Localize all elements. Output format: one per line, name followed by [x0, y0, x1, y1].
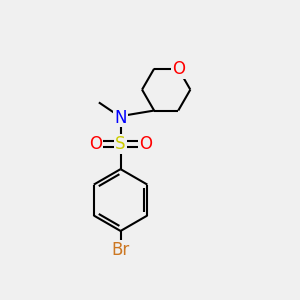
Text: O: O — [89, 135, 102, 153]
Text: O: O — [139, 135, 152, 153]
Text: S: S — [115, 135, 126, 153]
Text: N: N — [114, 109, 127, 127]
Text: O: O — [172, 60, 185, 78]
Text: Br: Br — [111, 241, 130, 259]
